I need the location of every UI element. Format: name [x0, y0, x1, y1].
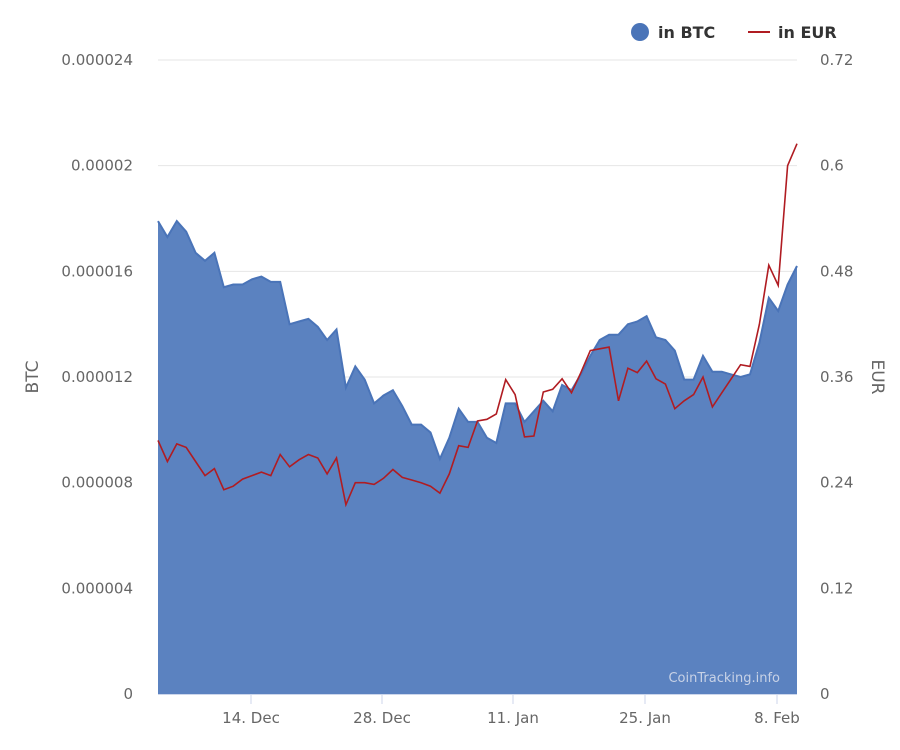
legend-eur-label: in EUR — [778, 23, 837, 42]
x-tick-label: 14. Dec — [222, 709, 280, 727]
y-left-tick-label: 0.000012 — [61, 368, 133, 386]
y-right-tick-label: 0.36 — [820, 368, 853, 386]
x-tick-label: 8. Feb — [754, 709, 800, 727]
y-left-tick-label: 0 — [123, 685, 133, 703]
x-tick-label: 11. Jan — [487, 709, 539, 727]
legend-btc-label: in BTC — [658, 23, 715, 42]
legend: in BTC in EUR — [631, 23, 837, 42]
legend-btc-marker-icon — [631, 23, 649, 41]
y-right-tick-label: 0.24 — [820, 474, 853, 492]
legend-item-btc[interactable]: in BTC — [631, 23, 715, 42]
y-axis-left-title: BTC — [23, 361, 43, 394]
y-axis-left: 0 0.000004 0.000008 0.000012 0.000016 0.00002… — [61, 51, 133, 703]
y-right-tick-label: 0.48 — [820, 262, 853, 280]
credit-watermark[interactable]: CoinTracking.info — [668, 671, 780, 686]
y-right-tick-label: 0.12 — [820, 579, 853, 597]
btc-area-fill — [158, 221, 797, 694]
series-area-btc — [157, 219, 798, 694]
x-tick-label: 25. Jan — [619, 709, 671, 727]
y-left-tick-label: 0.000016 — [61, 262, 133, 280]
y-axis-right-title: EUR — [867, 360, 887, 395]
eur-line — [157, 143, 798, 508]
y-right-tick-label: 0.72 — [820, 51, 853, 69]
y-left-tick-label: 0.00002 — [71, 157, 133, 175]
y-axis-right: 0 0.12 0.24 0.36 0.48 0.6 0.72 — [820, 51, 853, 703]
y-right-tick-label: 0.6 — [820, 157, 844, 175]
x-axis: 14. Dec 28. Dec 11. Jan 25. Jan 8. Feb — [158, 694, 800, 727]
y-right-tick-label: 0 — [820, 685, 830, 703]
x-tick-label: 28. Dec — [353, 709, 411, 727]
y-left-tick-label: 0.000008 — [61, 474, 133, 492]
legend-item-eur[interactable]: in EUR — [748, 23, 837, 42]
series-line-eur — [157, 143, 798, 508]
y-left-tick-label: 0.000004 — [61, 579, 133, 597]
y-left-tick-label: 0.000024 — [61, 51, 133, 69]
